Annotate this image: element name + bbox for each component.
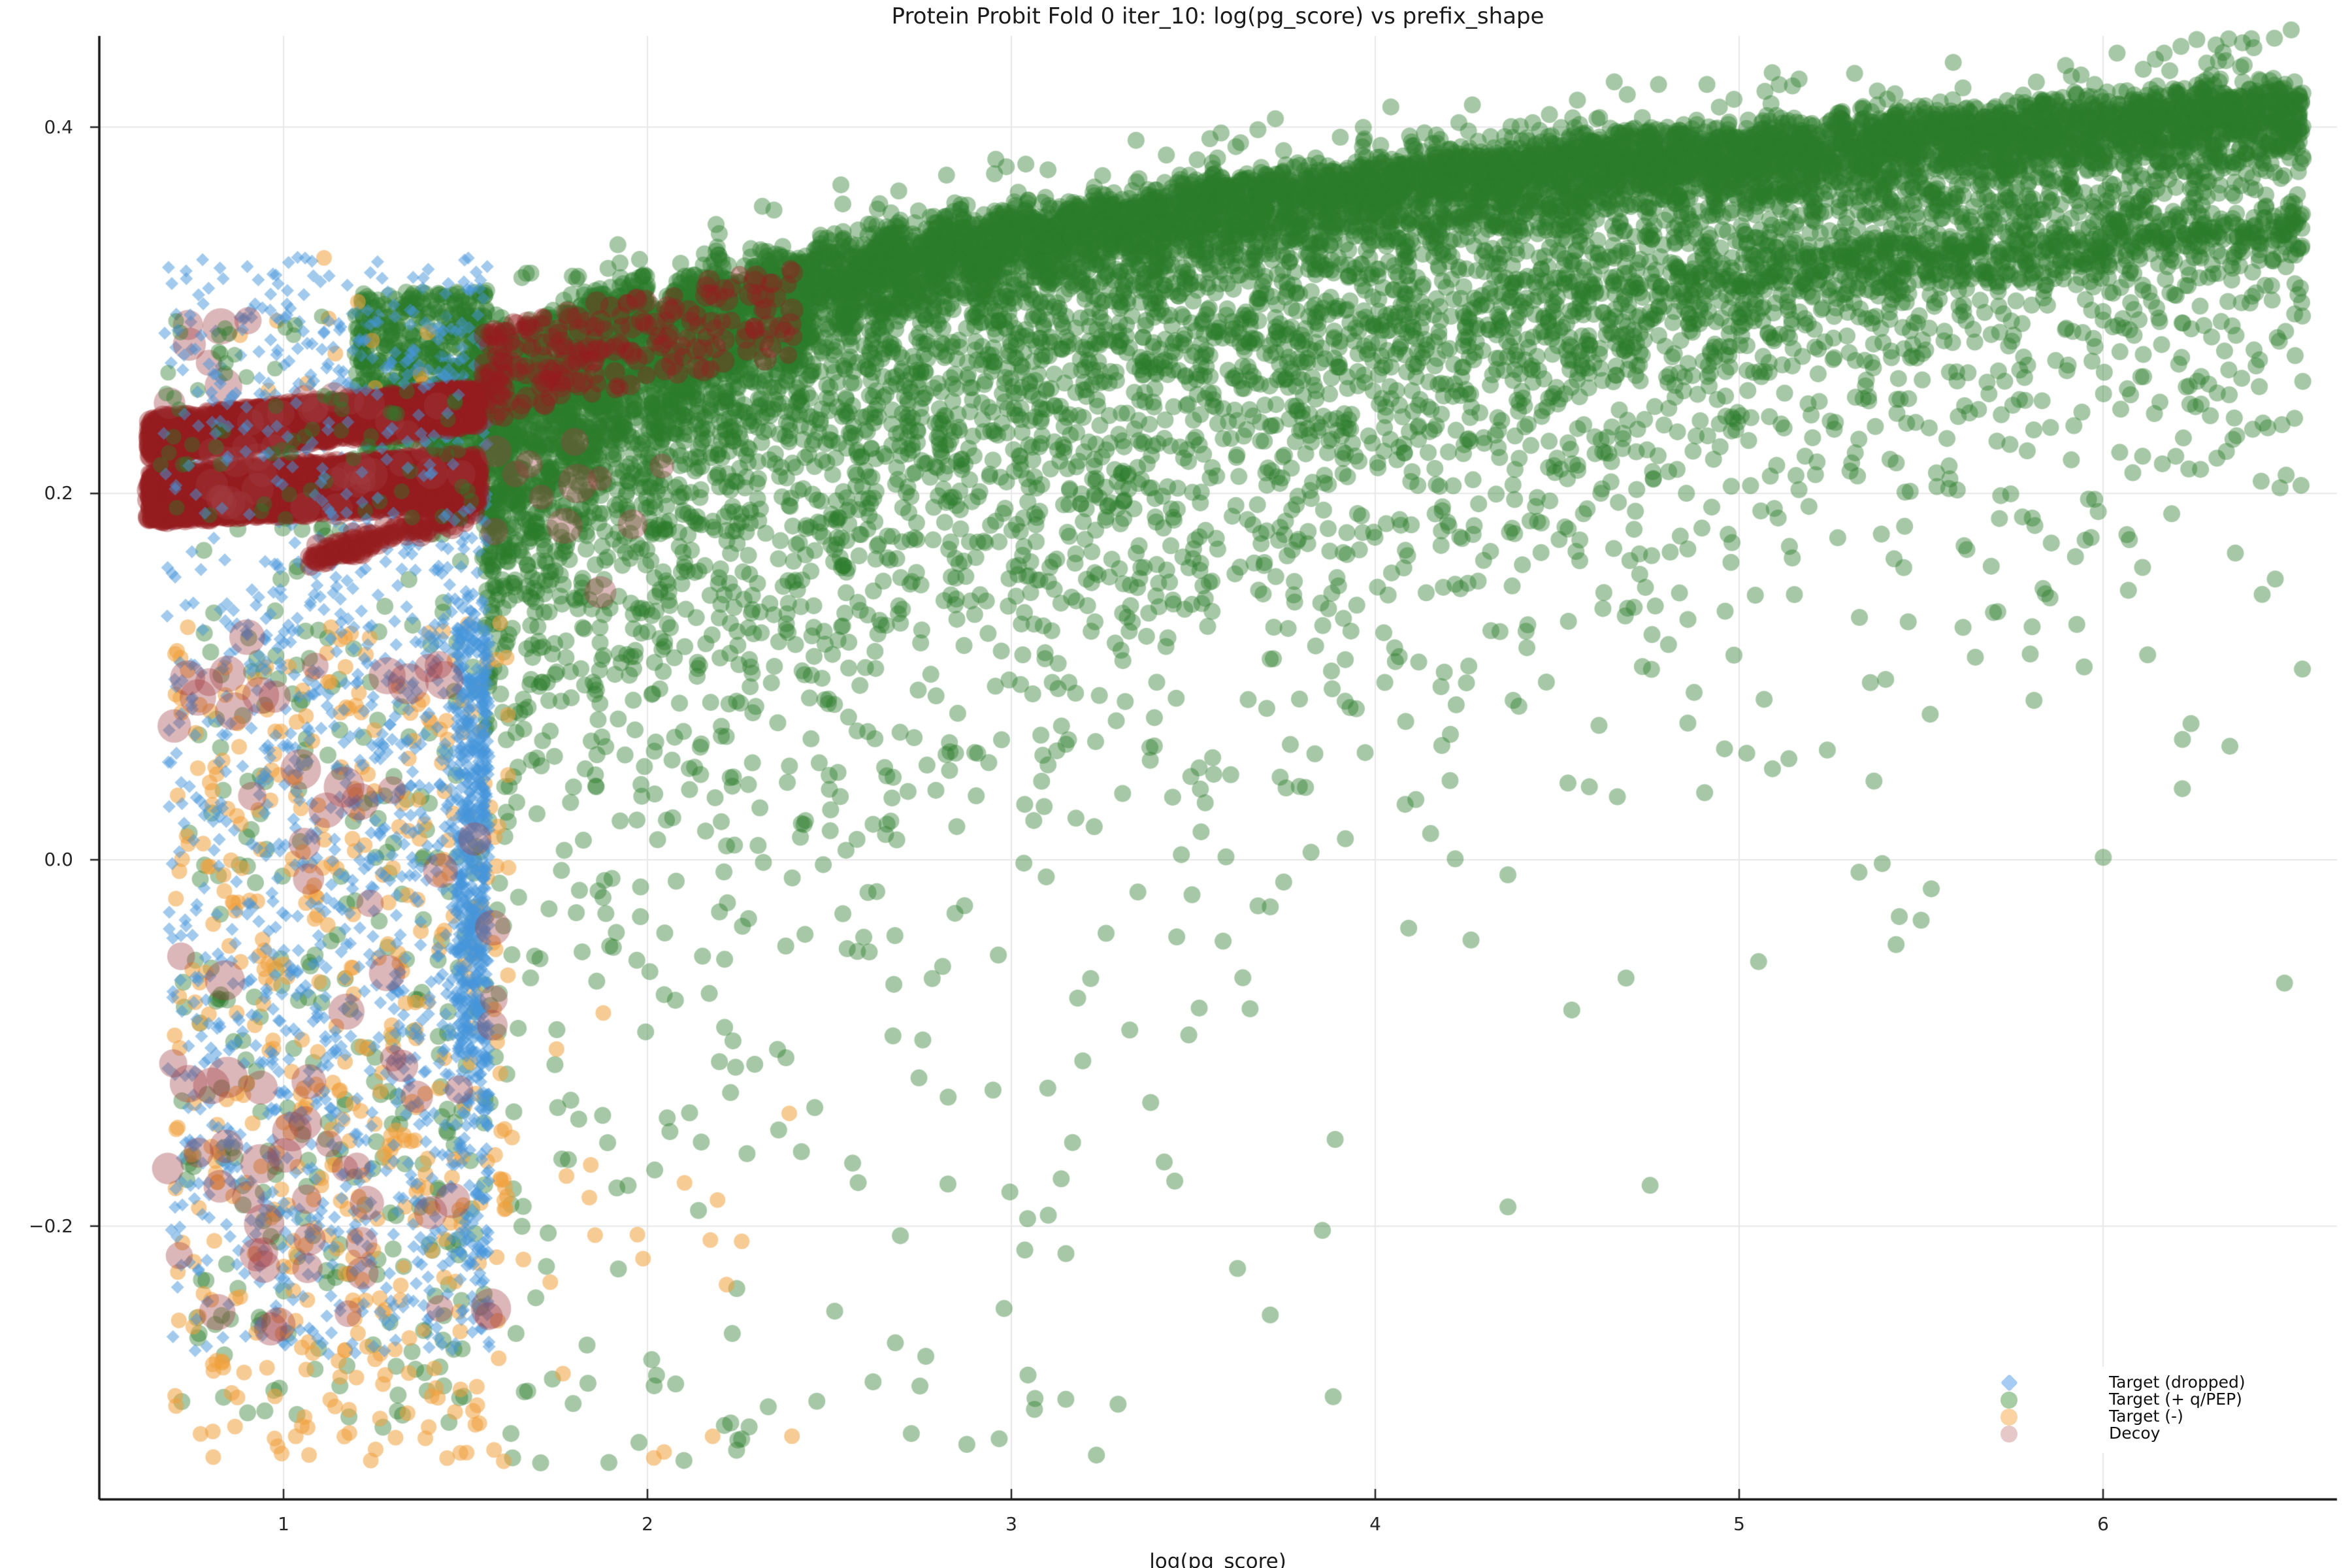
legend-label: Target (dropped)	[2109, 1373, 2246, 1392]
legend-label: Target (-)	[2109, 1407, 2183, 1426]
legend-label: Target (+ q/PEP)	[2109, 1390, 2242, 1409]
x-tick-label: 2	[642, 1513, 653, 1535]
legend-label: Decoy	[2109, 1424, 2161, 1443]
y-tick-label: 0.4	[44, 116, 73, 138]
legend: Target (dropped) Target (+ q/PEP) Target…	[1986, 1367, 2342, 1453]
target-neg-circle-icon	[2001, 1409, 2017, 1426]
legend-row-target-neg: Target (-)	[1986, 1407, 2342, 1426]
chart-title: Protein Probit Fold 0 iter_10: log(pg_sc…	[891, 3, 1544, 29]
x-tick-label: 4	[1369, 1513, 1381, 1535]
x-axis-label: log(pg_score)	[1149, 1550, 1286, 1568]
target-dropped-diamond-icon	[2001, 1374, 2018, 1392]
x-tick-label: 3	[1005, 1513, 1017, 1535]
y-tick-label: 0.0	[44, 849, 73, 870]
legend-row-target-qpep: Target (+ q/PEP)	[1986, 1390, 2342, 1409]
legend-row-target-dropped: Target (dropped)	[1986, 1373, 2342, 1392]
x-tick-label: 1	[278, 1513, 289, 1535]
y-tick-label: −0.2	[29, 1215, 73, 1237]
decoy-circle-icon	[2001, 1426, 2017, 1443]
target-qpep-circle-icon	[2001, 1392, 2017, 1409]
x-tick-label: 6	[2097, 1513, 2109, 1535]
legend-row-decoy: Decoy	[1986, 1424, 2342, 1443]
y-tick-label: 0.2	[44, 482, 73, 504]
x-tick-label: 5	[1733, 1513, 1745, 1535]
